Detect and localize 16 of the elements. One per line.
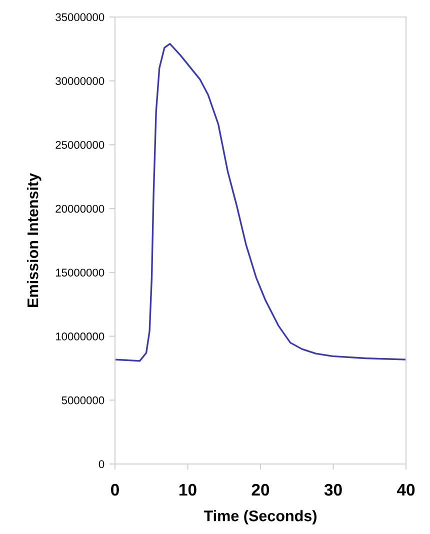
x-axis-title: Time (Seconds)	[204, 510, 316, 524]
y-tick-label: 5000000	[62, 396, 104, 404]
y-tick-label: 0	[98, 460, 104, 468]
y-tick-label: 20000000	[56, 204, 104, 213]
y-tick-label: 30000000	[56, 77, 104, 85]
y-tick-label: 15000000	[56, 268, 104, 277]
x-tick-label: 0	[111, 484, 119, 496]
x-tick-label: 30	[324, 484, 342, 496]
line-series	[115, 42, 406, 362]
y-tick-label: 35000000	[56, 13, 104, 22]
x-tick-label: 40	[396, 484, 415, 496]
y-tick-label: 25000000	[56, 140, 104, 149]
y-tick-label: 10000000	[56, 332, 104, 340]
x-tick-label: 20	[252, 484, 270, 496]
x-tick-label: 10	[180, 484, 196, 496]
y-axis-title: Emission Intensity	[27, 173, 42, 307]
